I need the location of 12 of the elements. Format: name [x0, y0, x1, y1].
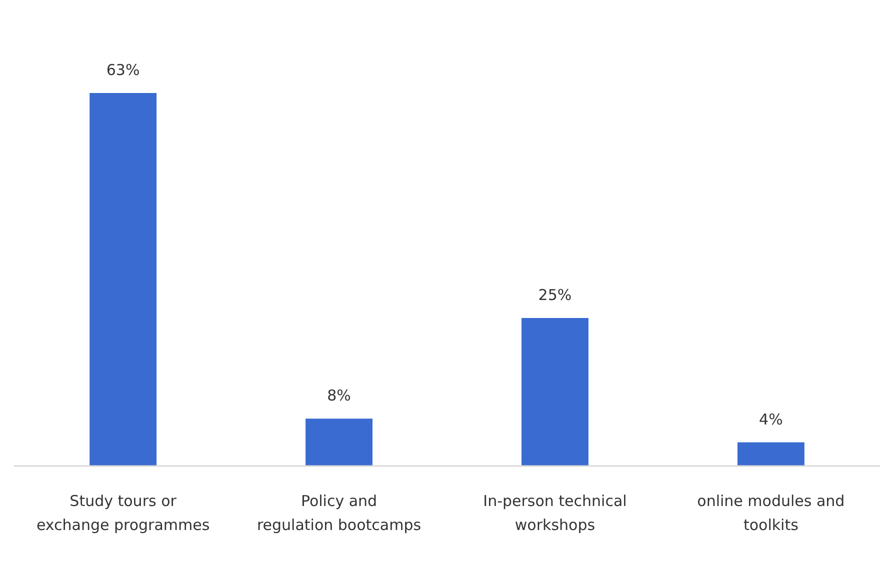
data-label: 4% [759, 410, 783, 428]
x-tick-label: Study tours or exchange programmes [36, 492, 210, 534]
data-label: 8% [327, 386, 351, 405]
x-tick-label: Policy and regulation bootcamps [256, 492, 422, 534]
x-tick-label: online modules and toolkits [697, 492, 845, 534]
data-label: 63% [106, 61, 140, 79]
bar [306, 418, 372, 466]
bar [737, 442, 804, 466]
x-tick-label: In-person technical workshops [483, 492, 627, 534]
bar [90, 93, 157, 466]
data-label: 25% [538, 286, 572, 304]
bar [522, 318, 588, 466]
